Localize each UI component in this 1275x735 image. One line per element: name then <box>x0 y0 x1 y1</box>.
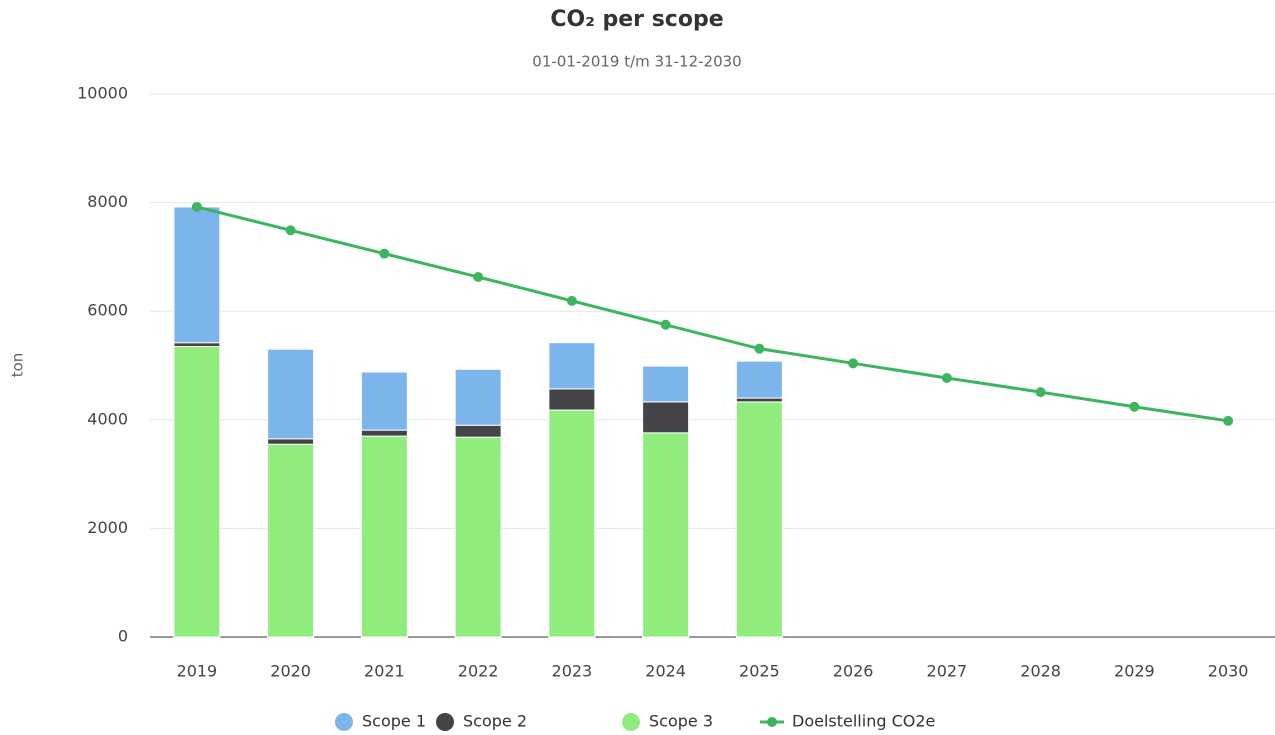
bar-segment <box>360 371 408 431</box>
bar-segment <box>360 429 408 437</box>
line-point <box>660 319 671 330</box>
x-tick-label: 2022 <box>458 662 499 681</box>
legend-marker <box>436 713 454 731</box>
line-point <box>191 201 202 212</box>
bar-segment <box>642 432 690 638</box>
x-tick-label: 2019 <box>177 662 218 681</box>
x-tick-label: 2029 <box>1114 662 1155 681</box>
legend-label: Doelstelling CO2e <box>792 712 935 731</box>
legend-label: Scope 1 <box>362 712 426 731</box>
x-tick-label: 2030 <box>1208 662 1249 681</box>
bar-segment <box>642 365 690 403</box>
line-point <box>941 372 952 383</box>
target-line <box>196 205 1229 423</box>
line-point <box>379 248 390 259</box>
bar-segment <box>735 397 783 403</box>
legend-label: Scope 2 <box>463 712 527 731</box>
line-point <box>848 358 859 369</box>
y-tick-label: 8000 <box>87 192 128 211</box>
bar-segment <box>267 438 315 445</box>
bar-segment <box>173 206 221 344</box>
legend-marker <box>622 713 640 731</box>
y-axis-label: ton <box>9 353 27 378</box>
bar-segment <box>454 436 502 638</box>
y-tick-label: 2000 <box>87 518 128 537</box>
legend-label: Scope 3 <box>649 712 713 731</box>
bar-segment <box>548 409 596 638</box>
bar-segment <box>735 360 783 399</box>
x-tick-label: 2026 <box>833 662 874 681</box>
x-tick-label: 2023 <box>552 662 593 681</box>
line-point <box>1223 415 1234 426</box>
bar-segment <box>642 401 690 434</box>
line-point <box>754 343 765 354</box>
x-tick-label: 2024 <box>645 662 686 681</box>
bar-segment <box>454 368 502 426</box>
bar-segment <box>173 345 221 638</box>
x-tick-label: 2028 <box>1020 662 1061 681</box>
y-tick-label: 6000 <box>87 301 128 320</box>
bar-segment <box>548 342 596 390</box>
x-tick-label: 2027 <box>927 662 968 681</box>
bar-segment <box>360 435 408 638</box>
y-tick-label: 0 <box>118 627 128 646</box>
x-tick-label: 2021 <box>364 662 405 681</box>
legend-marker <box>335 713 353 731</box>
bar-segment <box>454 424 502 438</box>
bar-segment <box>735 401 783 638</box>
line-point <box>566 295 577 306</box>
chart-title: CO₂ per scope <box>550 7 723 32</box>
bar-segment <box>548 388 596 411</box>
x-tick-label: 2020 <box>270 662 311 681</box>
bar-segment <box>267 348 315 440</box>
bar-segment <box>173 342 221 347</box>
line-point <box>1035 387 1046 398</box>
bar-segment <box>267 443 315 638</box>
line-point <box>285 225 296 236</box>
x-tick-label: 2025 <box>739 662 780 681</box>
y-tick-label: 4000 <box>87 409 128 428</box>
legend-marker <box>767 717 777 727</box>
line-point <box>473 271 484 282</box>
y-tick-label: 10000 <box>77 84 128 103</box>
line-point <box>1129 401 1140 412</box>
chart-subtitle: 01-01-2019 t/m 31-12-2030 <box>532 53 741 71</box>
